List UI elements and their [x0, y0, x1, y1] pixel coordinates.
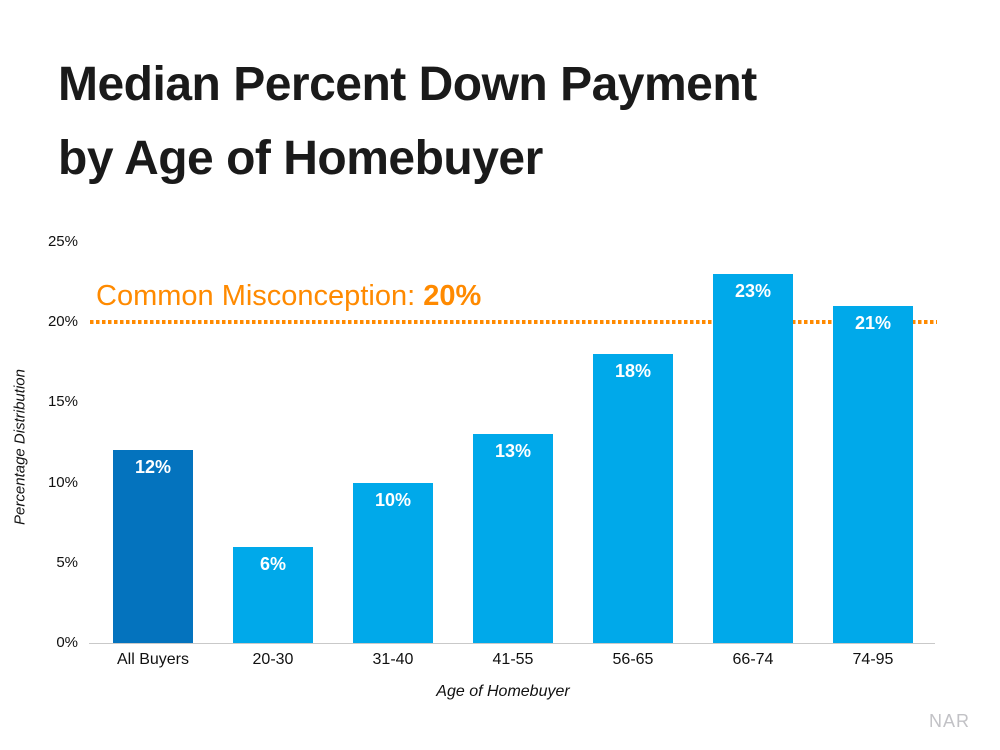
- x-tick-label-74-95: 74-95: [852, 651, 894, 668]
- bar-66-74: 23%: [713, 273, 793, 643]
- bar-20-30: 6%: [233, 546, 313, 643]
- y-tick-label: 25%: [47, 232, 78, 250]
- threshold-dotted-line: [90, 320, 937, 324]
- chart-title-line1: Median Percent Down Payment: [58, 58, 757, 111]
- y-tick-label: 20%: [47, 313, 78, 330]
- bar-31-40: 10%: [353, 482, 433, 643]
- bar-value-label: 23%: [734, 280, 772, 301]
- y-tick-label: 0%: [56, 634, 78, 651]
- bar-value-label: 13%: [494, 441, 532, 462]
- x-tick-label-20-30: 20-30: [252, 651, 294, 668]
- y-tick-label: 10%: [47, 473, 78, 491]
- bar-value-label: 12%: [134, 457, 172, 478]
- threshold-annotation-value: 20%: [423, 280, 482, 312]
- y-tick-label: 15%: [47, 393, 78, 411]
- x-axis-title: Age of Homebuyer: [436, 683, 570, 700]
- y-tick-label: 5%: [56, 553, 78, 571]
- threshold-annotation-label: Common Misconception:: [96, 280, 424, 312]
- chart-title-line2: by Age of Homebuyer: [58, 132, 543, 185]
- bar-41-55: 13%: [473, 434, 553, 643]
- x-tick-label-56-65: 56-65: [612, 651, 654, 668]
- threshold-annotation: Common Misconception: 20%: [96, 280, 481, 313]
- x-tick-label-31-40: 31-40: [372, 651, 414, 668]
- source-attribution: NAR: [928, 711, 970, 731]
- chart-title: Median Percent Down Payment by Age of Ho…: [58, 48, 757, 196]
- bar-value-label: 6%: [259, 553, 286, 574]
- x-axis-line: [89, 643, 935, 644]
- bar-value-label: 21%: [854, 312, 892, 333]
- x-tick-label-All Buyers: All Buyers: [116, 651, 190, 668]
- bar-56-65: 18%: [593, 354, 673, 643]
- bar-value-label: 18%: [614, 361, 652, 382]
- bar-74-95: 21%: [833, 305, 913, 643]
- x-tick-label-66-74: 66-74: [732, 651, 774, 668]
- bar-All Buyers: 12%: [113, 450, 193, 643]
- bar-value-label: 10%: [374, 489, 412, 510]
- x-tick-label-41-55: 41-55: [492, 651, 534, 668]
